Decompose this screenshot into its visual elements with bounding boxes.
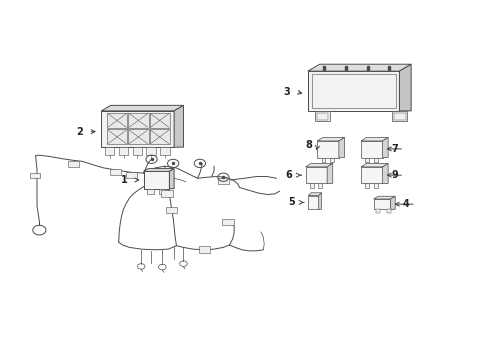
Bar (314, 111, 329, 121)
Text: 5: 5 (287, 198, 294, 207)
Bar (132, 147, 142, 155)
Bar (360, 167, 382, 184)
Polygon shape (373, 196, 394, 199)
Bar (128, 129, 148, 144)
Bar (147, 189, 154, 194)
Text: 4: 4 (402, 199, 409, 209)
Text: 1: 1 (121, 175, 128, 185)
Bar (30, 173, 40, 178)
Bar (305, 167, 326, 184)
Bar (101, 111, 174, 147)
Bar (318, 184, 322, 188)
Bar (360, 141, 382, 158)
Polygon shape (360, 138, 387, 141)
Bar (143, 171, 169, 189)
Text: 7: 7 (390, 144, 397, 154)
Bar (149, 129, 169, 144)
Polygon shape (399, 64, 410, 111)
Bar (373, 184, 377, 188)
Bar (375, 210, 379, 213)
Bar (166, 207, 177, 213)
Bar (119, 147, 128, 155)
Bar (365, 184, 368, 188)
Polygon shape (307, 64, 410, 71)
Bar (316, 113, 327, 120)
Text: 6: 6 (285, 170, 292, 180)
Bar (149, 113, 169, 128)
Bar (309, 184, 313, 188)
Text: 9: 9 (390, 170, 397, 180)
Bar (391, 111, 407, 121)
Bar (365, 158, 368, 162)
Polygon shape (382, 163, 387, 184)
Bar (161, 190, 172, 197)
Polygon shape (338, 138, 344, 158)
Polygon shape (318, 193, 321, 210)
Bar (107, 113, 127, 128)
Bar (107, 129, 127, 144)
Bar (199, 246, 210, 253)
Polygon shape (174, 105, 183, 147)
Bar (160, 147, 169, 155)
Polygon shape (305, 163, 332, 167)
Bar (159, 189, 166, 194)
Bar (308, 195, 318, 210)
Bar (386, 210, 390, 213)
Bar (321, 158, 325, 162)
Bar (109, 169, 121, 175)
Bar (105, 147, 114, 155)
Bar (67, 161, 79, 167)
Bar (128, 113, 148, 128)
Bar (217, 178, 228, 184)
Text: 2: 2 (76, 127, 82, 136)
Polygon shape (169, 168, 174, 189)
Polygon shape (382, 138, 387, 158)
Polygon shape (317, 138, 344, 141)
Bar (317, 141, 338, 158)
Bar (329, 158, 333, 162)
Bar (373, 199, 390, 210)
Bar (307, 71, 399, 111)
Bar (126, 172, 137, 178)
Polygon shape (143, 168, 174, 171)
Polygon shape (360, 163, 387, 167)
Bar (373, 158, 377, 162)
Text: 8: 8 (305, 140, 311, 150)
Text: 3: 3 (283, 87, 289, 97)
Bar (311, 74, 395, 108)
Polygon shape (308, 193, 321, 195)
Polygon shape (326, 163, 332, 184)
Bar (393, 113, 405, 120)
Bar (146, 147, 156, 155)
Polygon shape (101, 105, 183, 111)
Bar (222, 219, 233, 225)
Polygon shape (390, 196, 394, 210)
